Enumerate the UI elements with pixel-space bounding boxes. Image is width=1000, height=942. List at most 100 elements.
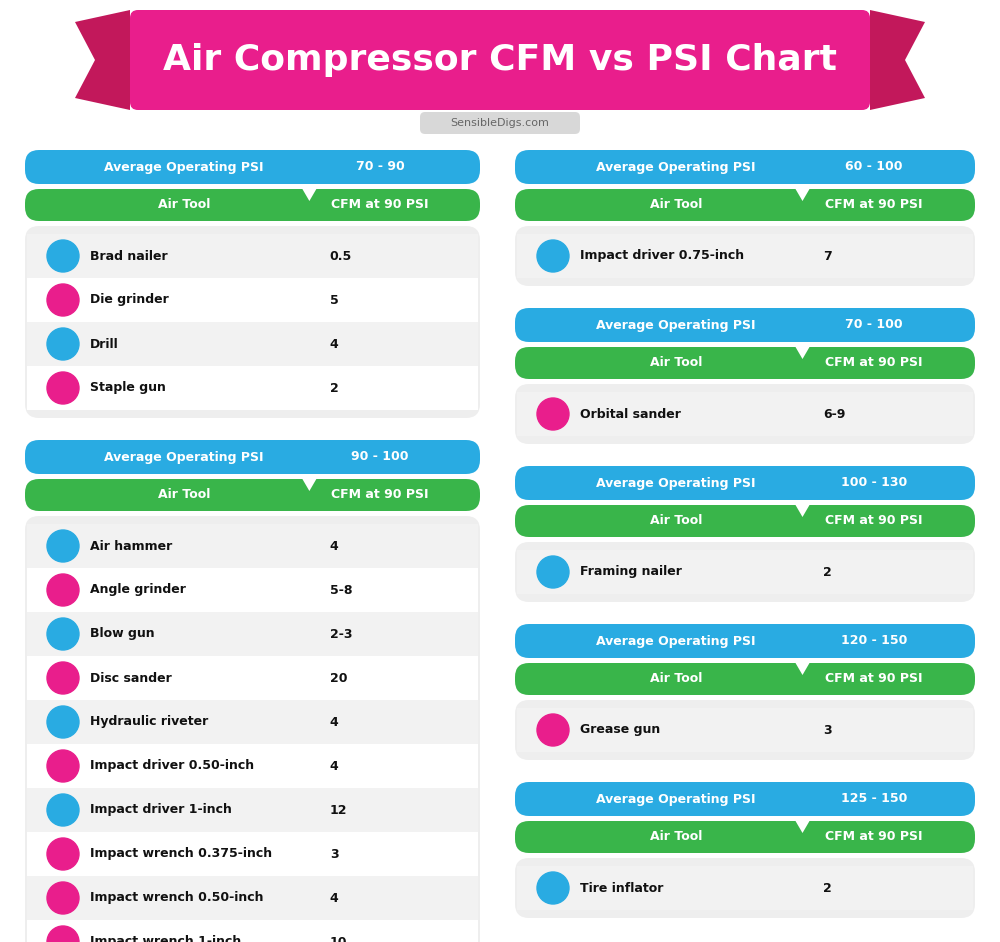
FancyBboxPatch shape: [25, 189, 480, 221]
Circle shape: [47, 240, 79, 272]
Text: 4: 4: [330, 891, 339, 904]
Text: CFM at 90 PSI: CFM at 90 PSI: [331, 199, 429, 212]
Text: 5-8: 5-8: [330, 583, 352, 596]
FancyBboxPatch shape: [130, 10, 870, 110]
Text: Orbital sander: Orbital sander: [580, 408, 681, 420]
FancyBboxPatch shape: [515, 347, 975, 379]
Text: 4: 4: [330, 337, 339, 350]
Polygon shape: [75, 10, 130, 110]
Text: 2: 2: [330, 382, 339, 395]
Circle shape: [537, 872, 569, 904]
Text: 120 - 150: 120 - 150: [841, 635, 907, 647]
Text: 2: 2: [823, 565, 832, 578]
Polygon shape: [796, 663, 810, 675]
FancyBboxPatch shape: [515, 858, 975, 918]
Text: CFM at 90 PSI: CFM at 90 PSI: [825, 356, 923, 369]
Text: Staple gun: Staple gun: [90, 382, 166, 395]
Text: Impact wrench 0.50-inch: Impact wrench 0.50-inch: [90, 891, 264, 904]
Text: CFM at 90 PSI: CFM at 90 PSI: [331, 489, 429, 501]
Text: CFM at 90 PSI: CFM at 90 PSI: [825, 831, 923, 843]
FancyBboxPatch shape: [515, 150, 975, 184]
Bar: [517, 234, 973, 278]
Circle shape: [47, 574, 79, 606]
Text: Impact wrench 0.375-inch: Impact wrench 0.375-inch: [90, 848, 272, 860]
Text: Impact driver 0.50-inch: Impact driver 0.50-inch: [90, 759, 254, 772]
FancyBboxPatch shape: [25, 516, 480, 942]
Text: Air Tool: Air Tool: [158, 489, 210, 501]
Text: Air Tool: Air Tool: [650, 199, 702, 212]
Text: CFM at 90 PSI: CFM at 90 PSI: [825, 199, 923, 212]
Text: 4: 4: [330, 540, 339, 553]
Polygon shape: [302, 479, 316, 491]
Bar: [27, 524, 478, 568]
Text: 4: 4: [330, 716, 339, 728]
FancyBboxPatch shape: [420, 112, 580, 134]
Text: Blow gun: Blow gun: [90, 627, 155, 641]
Text: Average Operating PSI: Average Operating PSI: [596, 477, 756, 490]
Bar: [27, 322, 478, 366]
Circle shape: [47, 530, 79, 562]
Text: 70 - 100: 70 - 100: [845, 318, 903, 332]
FancyBboxPatch shape: [515, 226, 975, 286]
Polygon shape: [796, 189, 810, 201]
Text: SensibleDigs.com: SensibleDigs.com: [451, 118, 549, 128]
FancyBboxPatch shape: [515, 189, 975, 221]
Text: Impact driver 1-inch: Impact driver 1-inch: [90, 804, 232, 817]
FancyBboxPatch shape: [25, 226, 480, 418]
Text: 5: 5: [330, 294, 339, 306]
FancyBboxPatch shape: [515, 542, 975, 602]
Circle shape: [47, 372, 79, 404]
Polygon shape: [796, 347, 810, 359]
FancyBboxPatch shape: [515, 308, 975, 342]
Text: Air Tool: Air Tool: [650, 831, 702, 843]
Text: Angle grinder: Angle grinder: [90, 583, 186, 596]
FancyBboxPatch shape: [25, 150, 480, 184]
Bar: [517, 392, 973, 436]
Text: Air Tool: Air Tool: [650, 514, 702, 528]
Text: Average Operating PSI: Average Operating PSI: [596, 318, 756, 332]
Text: 90 - 100: 90 - 100: [351, 450, 409, 463]
Bar: [27, 234, 478, 278]
Text: 10: 10: [330, 935, 347, 942]
Text: Air Compressor CFM vs PSI Chart: Air Compressor CFM vs PSI Chart: [163, 43, 837, 77]
Circle shape: [47, 926, 79, 942]
Bar: [517, 866, 973, 910]
Bar: [517, 550, 973, 594]
Bar: [517, 708, 973, 752]
FancyBboxPatch shape: [515, 700, 975, 760]
Text: Air Tool: Air Tool: [158, 199, 210, 212]
Text: 100 - 130: 100 - 130: [841, 477, 907, 490]
Text: Average Operating PSI: Average Operating PSI: [596, 635, 756, 647]
FancyBboxPatch shape: [515, 384, 975, 444]
Bar: [27, 278, 478, 322]
Text: 70 - 90: 70 - 90: [356, 160, 404, 173]
Text: 60 - 100: 60 - 100: [845, 160, 903, 173]
Circle shape: [537, 556, 569, 588]
Bar: [27, 568, 478, 612]
Bar: [27, 788, 478, 832]
Polygon shape: [302, 189, 316, 201]
Text: 3: 3: [823, 723, 832, 737]
Bar: [27, 744, 478, 788]
Circle shape: [47, 618, 79, 650]
FancyBboxPatch shape: [515, 782, 975, 816]
Polygon shape: [796, 821, 810, 833]
Bar: [27, 920, 478, 942]
Text: 4: 4: [330, 759, 339, 772]
FancyBboxPatch shape: [25, 440, 480, 474]
Circle shape: [537, 240, 569, 272]
Text: Hydraulic riveter: Hydraulic riveter: [90, 716, 208, 728]
Circle shape: [47, 284, 79, 316]
Text: 0.5: 0.5: [330, 250, 352, 263]
FancyBboxPatch shape: [515, 663, 975, 695]
Text: Die grinder: Die grinder: [90, 294, 169, 306]
Text: 6-9: 6-9: [823, 408, 846, 420]
Circle shape: [47, 662, 79, 694]
Text: Grease gun: Grease gun: [580, 723, 660, 737]
Text: 125 - 150: 125 - 150: [841, 792, 907, 805]
Circle shape: [47, 750, 79, 782]
Bar: [27, 656, 478, 700]
Text: Average Operating PSI: Average Operating PSI: [596, 160, 756, 173]
Text: Impact wrench 1-inch: Impact wrench 1-inch: [90, 935, 241, 942]
FancyBboxPatch shape: [515, 821, 975, 853]
